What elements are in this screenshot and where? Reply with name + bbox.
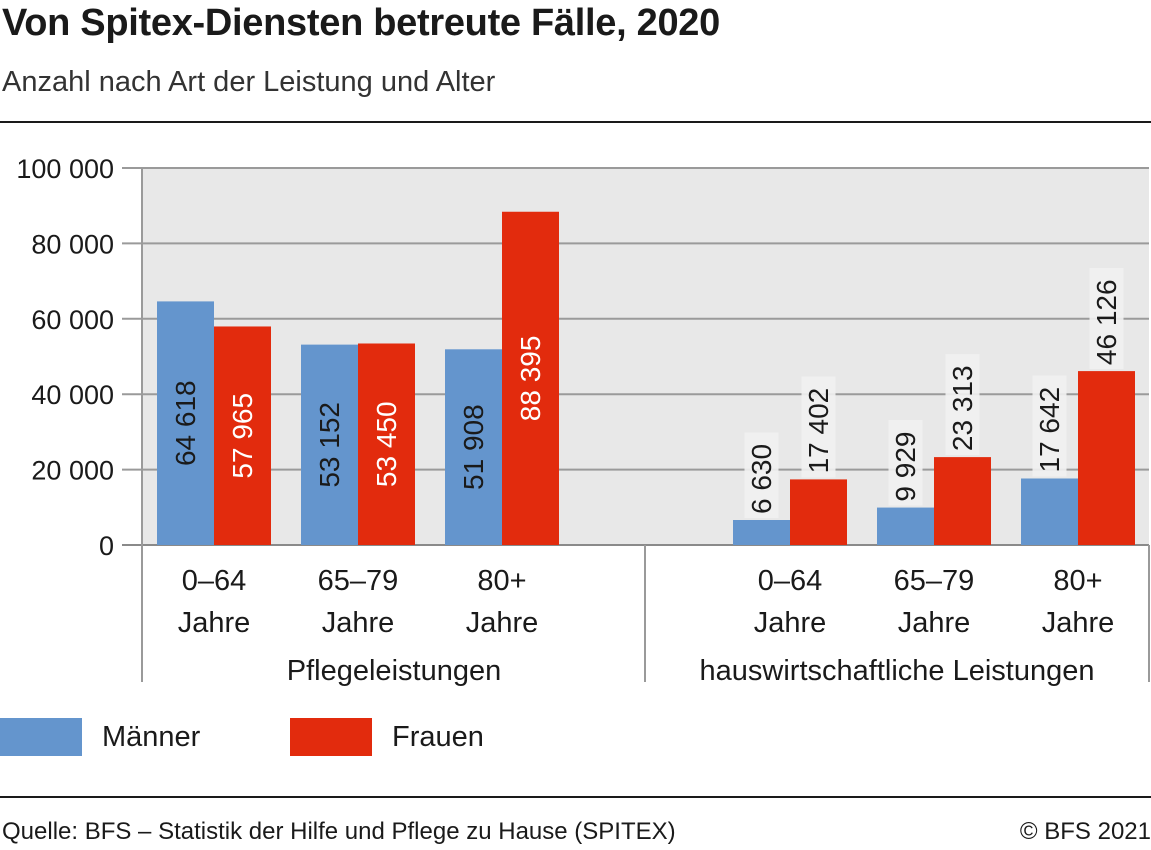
category-label: 0–64 [758, 565, 823, 597]
legend-swatch-maenner [0, 718, 82, 756]
bar-frauen [934, 457, 991, 545]
value-label: 57 965 [227, 393, 258, 479]
y-tick-label: 80 000 [31, 229, 114, 259]
group-label: Pflegeleistungen [287, 655, 501, 687]
legend-item-frauen: Frauen [290, 718, 484, 756]
value-label: 88 395 [515, 336, 546, 422]
category-label: Jahre [898, 607, 971, 639]
value-label: 6 630 [746, 444, 777, 514]
value-label: 53 450 [371, 401, 402, 487]
category-label: Jahre [322, 607, 395, 639]
chart-subtitle: Anzahl nach Art der Leistung und Alter [2, 66, 496, 98]
top-rule [0, 121, 1151, 123]
bar-maenner [877, 507, 934, 545]
bar-maenner [445, 349, 502, 545]
category-label: Jahre [754, 607, 827, 639]
copyright: © BFS 2021 [1019, 818, 1151, 845]
bar-frauen [1078, 371, 1135, 545]
bar-frauen [790, 479, 847, 545]
category-label: Jahre [1042, 607, 1115, 639]
bar-maenner [1021, 478, 1078, 545]
category-label: 80+ [1053, 565, 1102, 597]
group-label: hauswirtschaftliche Leistungen [700, 655, 1095, 687]
value-label-bg [744, 432, 779, 519]
chart-title: Von Spitex-Diensten betreute Fälle, 2020 [2, 2, 720, 44]
y-tick-label: 20 000 [31, 456, 114, 486]
value-label: 53 152 [314, 402, 345, 488]
category-label: Jahre [178, 607, 251, 639]
legend-swatch-frauen [290, 718, 372, 756]
value-label-bg [801, 376, 836, 478]
category-label: 65–79 [894, 565, 975, 597]
y-tick-label: 0 [99, 531, 114, 561]
category-label: 80+ [477, 565, 526, 597]
y-tick-label: 40 000 [31, 380, 114, 410]
bottom-rule [0, 796, 1151, 798]
value-label: 9 929 [890, 431, 921, 501]
category-label: Jahre [466, 607, 539, 639]
bar-maenner [733, 520, 790, 545]
value-label-bg [1032, 375, 1067, 477]
y-tick-label: 60 000 [31, 305, 114, 335]
value-label-bg [888, 420, 923, 506]
bar-maenner [157, 301, 214, 545]
plot-area [142, 168, 1149, 545]
bar-frauen [358, 343, 415, 545]
y-tick-label: 100 000 [16, 154, 114, 184]
legend-item-maenner: Männer [0, 718, 200, 756]
bar-frauen [214, 326, 271, 545]
value-label: 46 126 [1091, 279, 1122, 365]
value-label: 64 618 [170, 380, 201, 466]
category-label: 65–79 [318, 565, 399, 597]
value-label-bg [1089, 268, 1124, 370]
value-label: 17 642 [1034, 387, 1065, 473]
value-label-bg [945, 354, 980, 456]
bar-frauen [502, 211, 559, 545]
bar-chart: 0 20 000 40 000 60 000 80 000 100 000 64 618 57… [16, 154, 1150, 687]
legend-label-frauen: Frauen [392, 720, 484, 753]
value-label: 51 908 [458, 404, 489, 490]
value-label: 17 402 [803, 388, 834, 474]
category-label: 0–64 [182, 565, 247, 597]
source-note: Quelle: BFS – Statistik der Hilfe und Pf… [2, 818, 676, 845]
value-label: 23 313 [947, 365, 978, 451]
legend-label-maenner: Männer [102, 720, 201, 753]
bar-maenner [301, 344, 358, 545]
